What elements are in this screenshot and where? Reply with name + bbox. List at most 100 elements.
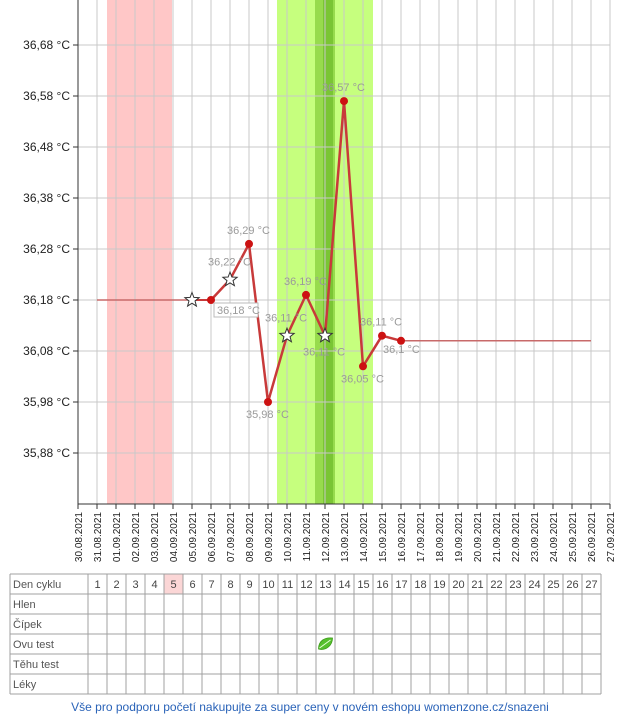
data-point-label: 36,57 °C [322,82,365,94]
y-tick-label: 36,28 °C [23,242,70,256]
x-tick-label: 16.09.2021 [397,512,408,562]
cycle-day-number: 12 [300,579,312,591]
data-point [340,97,348,106]
cycle-day-number: 27 [585,579,597,591]
x-tick-label: 30.08.2021 [74,512,85,562]
cycle-day-number: 6 [189,579,195,591]
x-tick-label: 04.09.2021 [169,512,180,562]
y-tick-label: 35,88 °C [23,446,70,460]
star-marker [278,326,296,343]
x-tick-label: 18.09.2021 [435,512,446,562]
cycle-day-number: 7 [208,579,214,591]
x-tick-label: 17.09.2021 [416,512,427,562]
footer-promo-link[interactable]: Vše pro podporu početí nakupujte za supe… [71,700,549,714]
x-tick-label: 21.09.2021 [492,512,503,562]
data-point [302,290,310,299]
data-point [207,296,215,304]
y-tick-label: 36,18 °C [23,293,70,307]
data-point-label: 36,05 °C [341,373,384,385]
period-band [107,0,172,504]
x-tick-label: 24.09.2021 [549,512,560,562]
cycle-day-number: 25 [547,579,559,591]
star-marker [316,326,334,343]
cycle-day-number: 13 [319,579,331,591]
table-row-label: Hlen [13,599,36,611]
y-tick-label: 35,98 °C [23,395,70,409]
table-row-label: Těhu test [13,659,59,671]
data-point-label: 36,29 °C [227,225,270,237]
x-tick-label: 15.09.2021 [378,512,389,562]
cycle-day-number: 22 [490,579,502,591]
x-tick-label: 31.08.2021 [93,512,104,562]
x-tick-label: 22.09.2021 [511,512,522,562]
data-point-label: 36,11 °C [265,313,307,325]
bbt-chart: 36,68 °C 36,58 °C 36,48 °C 36,38 °C 36,28 °C… [9,0,617,695]
x-tick-label: 14.09.2021 [359,512,370,562]
x-tick-label: 05.09.2021 [188,512,199,562]
cycle-day-number: 8 [227,579,233,591]
baseline-label: 36,18 °C [217,305,260,317]
cycle-day-number: 15 [357,579,369,591]
cycle-day-number: 4 [151,579,157,591]
cycle-day-number: 19 [433,579,445,591]
x-tick-label: 06.09.2021 [207,512,218,562]
data-point-label: 36,11 °C [303,347,345,359]
cycle-day-number: 23 [509,579,521,591]
data-point [378,331,386,340]
data-point-label: 36,11 °C [360,317,402,329]
cycle-day-number: 10 [262,579,274,591]
x-tick-label: 09.09.2021 [264,512,275,562]
x-tick-label: 23.09.2021 [530,512,541,562]
cycle-day-number: 2 [113,579,119,591]
highlighted-day-cell [164,574,183,594]
cycle-day-number: 14 [338,579,350,591]
star-marker [183,291,201,308]
y-tick-label: 36,58 °C [23,89,70,103]
x-tick-label: 12.09.2021 [321,512,332,562]
x-tick-label: 08.09.2021 [245,512,256,562]
x-tick-label: 20.09.2021 [473,512,484,562]
y-tick-label: 36,08 °C [23,344,70,358]
cycle-day-number: 21 [471,579,483,591]
x-tick-label: 03.09.2021 [150,512,161,562]
table-row-label: Den cyklu [13,579,61,591]
table-row-label: Ovu test [13,639,54,651]
x-tick-label: 27.09.2021 [606,512,617,562]
data-point-label: 36,19 °C [284,276,327,288]
x-tick-label: 01.09.2021 [112,512,123,562]
x-tick-label: 02.09.2021 [131,512,142,562]
y-tick-label: 36,38 °C [23,191,70,205]
cycle-day-number: 9 [246,579,252,591]
star-marker [221,270,239,287]
leaf-vein [319,639,331,649]
x-tick-label: 11.09.2021 [302,512,313,562]
y-tick-label: 36,48 °C [23,140,70,154]
cycle-day-number: 5 [170,579,176,591]
cycle-day-number: 18 [414,579,426,591]
data-point-label: 35,98 °C [246,409,289,421]
baseline-label-box [213,302,259,318]
cycle-day-number: 1 [94,579,100,591]
cycle-day-number: 16 [376,579,388,591]
x-tick-label: 25.09.2021 [568,512,579,562]
point-labels: 36,18 °C 36,22 °C 36,29 °C 35,98 °C 36,11 °C… [208,82,420,421]
x-tick-label: 07.09.2021 [226,512,237,562]
cycle-table: Den cyklu Hlen Čípek Ovu test Těhu test Léky 1… [9,573,602,695]
temperature-series [183,97,405,406]
table-row-label: Léky [13,679,37,691]
data-point [397,336,405,345]
y-tick-label: 36,68 °C [23,38,70,52]
cycle-day-number: 3 [132,579,138,591]
ovulation-band-center [323,0,333,504]
cycle-day-number: 26 [566,579,578,591]
x-tick-label: 26.09.2021 [587,512,598,562]
data-point [264,398,272,406]
data-point [245,239,253,248]
x-tick-label: 13.09.2021 [340,512,351,562]
x-tick-label: 19.09.2021 [454,512,465,562]
cycle-day-number: 11 [282,579,293,591]
data-point-label: 36,1 °C [383,344,420,356]
cycle-day-number: 24 [528,579,540,591]
chart-bands [107,0,373,504]
cycle-day-number: 17 [395,579,407,591]
